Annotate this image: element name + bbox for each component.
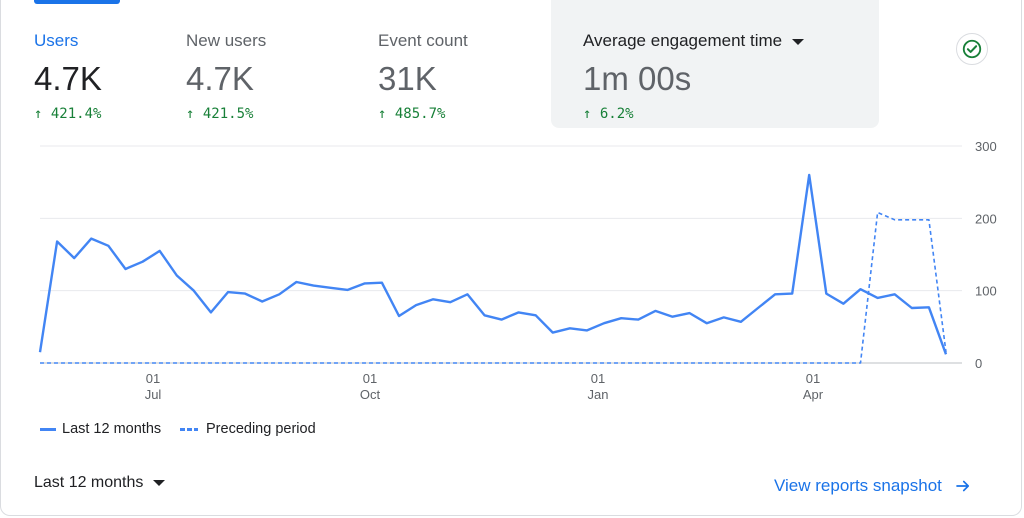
- metric-event-count-label: Event count: [378, 31, 468, 50]
- metric-avg-engagement-label[interactable]: Average engagement time: [583, 31, 805, 51]
- metric-users[interactable]: Users 4.7K ↑ 421.4%: [34, 0, 174, 128]
- dropdown-caret-icon: [792, 38, 805, 45]
- x-tick-day-label: 01: [363, 371, 377, 386]
- y-tick-label: 100: [975, 284, 997, 299]
- dropdown-caret-icon: [153, 480, 166, 486]
- metric-new-users[interactable]: New users 4.7K ↑ 421.5%: [186, 0, 346, 128]
- x-tick-day-label: 01: [146, 371, 160, 386]
- x-tick-month-label: Jul: [145, 387, 162, 402]
- check-circle-icon[interactable]: [956, 33, 988, 65]
- x-tick-month-label: Oct: [360, 387, 381, 402]
- view-reports-snapshot-link[interactable]: View reports snapshot: [774, 476, 972, 496]
- legend-item-preceding-period: Preceding period: [180, 421, 316, 437]
- metric-new-users-change: ↑ 421.5%: [186, 106, 254, 122]
- metric-users-value: 4.7K: [34, 60, 102, 97]
- metric-event-count-change: ↑ 485.7%: [378, 106, 446, 122]
- x-tick-month-label: Apr: [803, 387, 824, 402]
- y-tick-label: 300: [975, 139, 997, 154]
- y-tick-label: 0: [975, 356, 982, 371]
- x-tick-day-label: 01: [806, 371, 820, 386]
- arrow-up-icon: ↑: [583, 106, 592, 122]
- view-reports-label: View reports snapshot: [774, 476, 942, 495]
- arrow-right-icon: [956, 480, 969, 492]
- metric-new-users-label: New users: [186, 31, 267, 50]
- arrow-up-icon: ↑: [378, 106, 387, 122]
- y-tick-label: 200: [975, 211, 997, 226]
- legend-label-preceding-period: Preceding period: [206, 421, 316, 437]
- metric-avg-engagement-change: ↑ 6.2%: [583, 106, 634, 122]
- date-range-dropdown[interactable]: Last 12 months: [34, 474, 166, 492]
- dashed-line-swatch: [180, 427, 198, 431]
- metric-users-label: Users: [34, 31, 79, 50]
- date-range-label: Last 12 months: [34, 474, 144, 491]
- check-circle-svg: [962, 39, 982, 59]
- series-line-last-12-months: [38, 173, 948, 355]
- x-tick-day-label: 01: [591, 371, 605, 386]
- x-tick-month-label: Jan: [588, 387, 609, 402]
- metric-avg-engagement-value: 1m 00s: [583, 60, 692, 97]
- legend-item-last-12-months: Last 12 months: [40, 421, 161, 437]
- metric-event-count-value: 31K: [378, 60, 437, 97]
- arrow-up-icon: ↑: [186, 106, 195, 122]
- metric-event-count[interactable]: Event count 31K ↑ 485.7%: [378, 0, 538, 128]
- metric-new-users-value: 4.7K: [186, 60, 254, 97]
- series-line-preceding-period: [40, 211, 947, 364]
- arrow-up-icon: ↑: [34, 106, 43, 122]
- metric-users-change: ↑ 421.4%: [34, 106, 102, 122]
- solid-line-swatch: [40, 427, 56, 431]
- active-tab-indicator: [34, 0, 120, 4]
- metric-avg-engagement[interactable]: Average engagement time 1m 00s ↑ 6.2%: [551, 0, 879, 128]
- legend-label-last-12-months: Last 12 months: [62, 421, 162, 437]
